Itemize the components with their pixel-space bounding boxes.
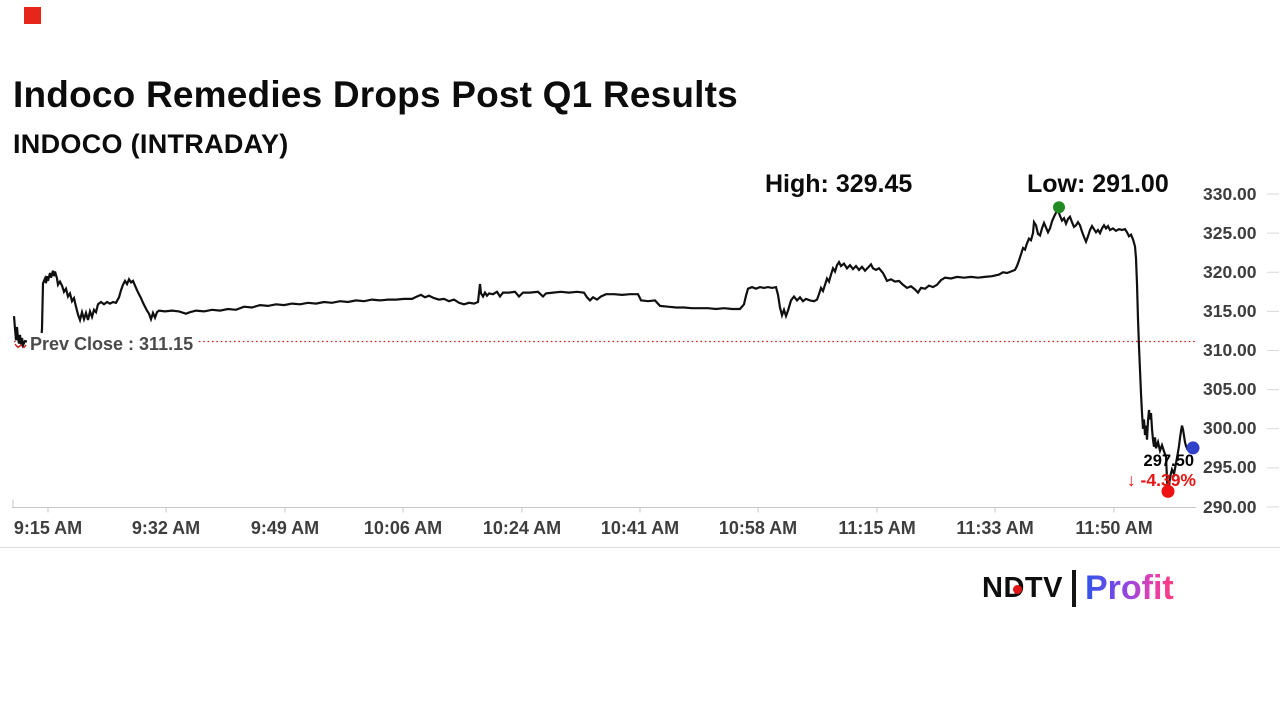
y-axis-label: 325.00: [1203, 222, 1257, 243]
y-axis-label: 295.00: [1203, 457, 1257, 478]
change-percent-label: ↓ -4.39%: [1120, 470, 1196, 491]
down-arrow-icon: ↓: [1126, 470, 1136, 490]
page-title: Indoco Remedies Drops Post Q1 Results: [13, 74, 738, 115]
x-axis-label: 9:49 AM: [250, 518, 320, 538]
low-value-label: Low: 291.00: [1027, 170, 1169, 198]
y-axis-label: 315.00: [1203, 300, 1257, 321]
y-axis-label: 320.00: [1203, 261, 1257, 282]
y-axis-label: 305.00: [1203, 379, 1257, 400]
high-value-label: High: 329.45: [765, 170, 913, 198]
chart-subtitle: INDOCO (INTRADAY): [13, 129, 289, 159]
x-axis-label: 11:33 AM: [956, 518, 1034, 538]
x-axis-label: 10:06 AM: [363, 518, 443, 538]
bottom-divider: [0, 547, 1280, 548]
open-tick-mark: [14, 343, 27, 349]
x-axis-label: 10:41 AM: [600, 518, 680, 538]
change-percent-value: -4.39%: [1140, 470, 1196, 490]
ndtv-red-dot-icon: [1013, 584, 1022, 594]
x-axis-label: 10:24 AM: [482, 518, 562, 538]
x-axis-label: 9:32 AM: [131, 518, 201, 538]
red-marker-square: [24, 7, 41, 24]
last-price-label: 297.50: [1143, 452, 1194, 470]
y-axis-label: 290.00: [1203, 496, 1257, 517]
high-marker: [1053, 201, 1065, 214]
ndtv-profit-logo: NDTV Profit: [982, 566, 1174, 610]
x-axis-label: 11:50 AM: [1075, 518, 1153, 538]
y-axis-label: 330.00: [1203, 183, 1257, 204]
ndtv-logo-text: NDTV: [982, 571, 1063, 604]
x-axis-label: 9:15 AM: [13, 518, 83, 538]
y-axis-label: 300.00: [1203, 418, 1257, 439]
prev-close-label: Prev Close : 311.15: [27, 333, 199, 356]
x-axis-label: 10:58 AM: [718, 518, 798, 538]
y-axis-label: 310.00: [1203, 340, 1257, 360]
x-axis-label: 11:15 AM: [838, 518, 916, 538]
logo-separator-bar: [1071, 569, 1076, 607]
ndtv-logo: NDTV: [982, 571, 1063, 604]
profit-logo-text: Profit: [1084, 569, 1174, 607]
